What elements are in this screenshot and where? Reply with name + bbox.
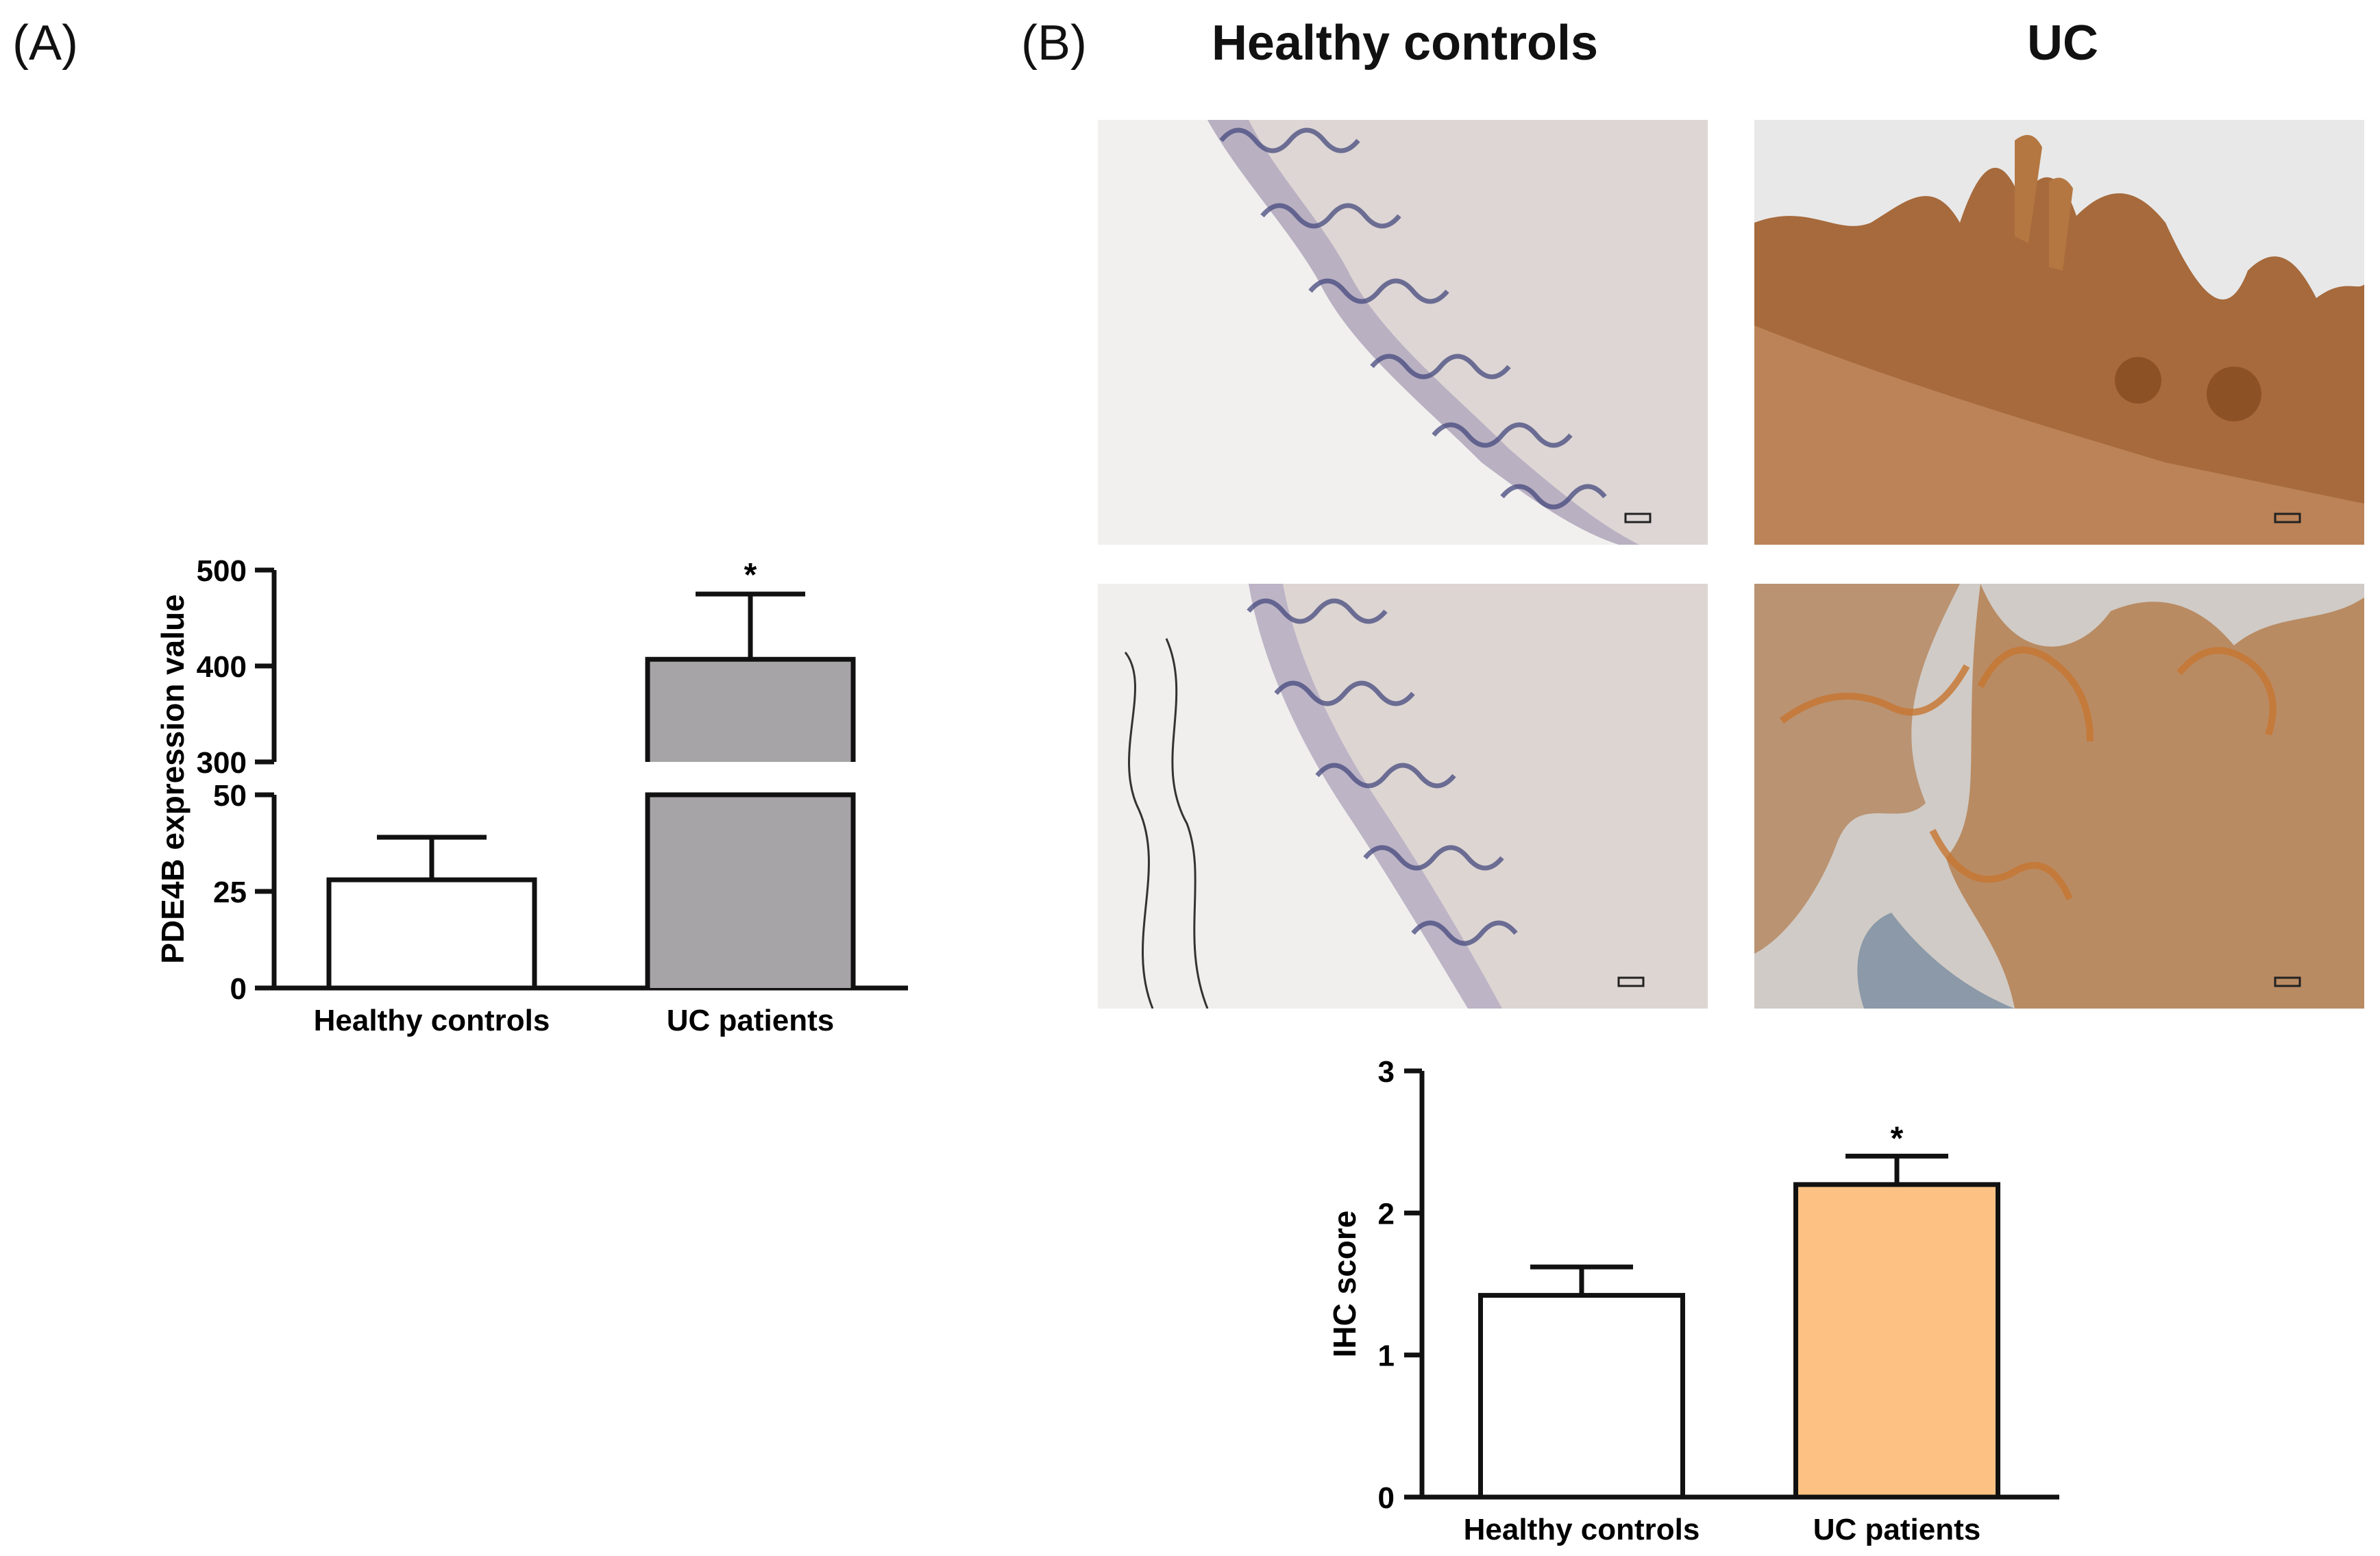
y-axis-label: IHC score — [1327, 1211, 1362, 1358]
y-tick-label: 400 — [197, 650, 247, 684]
column-title-healthy: Healthy controls — [1211, 16, 1599, 71]
bar-upper-segment — [645, 656, 856, 762]
panel-b-label: (B) — [1021, 16, 1087, 71]
x-tick-label: Healthy controls — [1464, 1513, 1700, 1546]
micrograph-uc-1 — [1754, 120, 2364, 545]
y-tick-label: 0 — [230, 972, 247, 1006]
y-tick-label: 0 — [1378, 1481, 1395, 1515]
y-axis-label: PDE4B expression value — [155, 594, 191, 963]
y-tick-label: 2 — [1378, 1197, 1395, 1231]
panel-a-label: (A) — [12, 16, 78, 71]
micrograph-healthy-1 — [1098, 120, 1708, 545]
y-tick-label: 3 — [1378, 1055, 1395, 1089]
column-title-uc: UC — [2027, 16, 2098, 71]
bar — [1793, 1182, 2000, 1500]
x-tick-label: UC patients — [667, 1004, 834, 1037]
y-tick-label: 50 — [213, 779, 247, 813]
y-tick-label: 300 — [197, 746, 247, 780]
y-tick-label: 1 — [1378, 1339, 1395, 1373]
micrograph-uc-2 — [1754, 584, 2364, 1009]
x-tick-label: UC patients — [1813, 1513, 1980, 1546]
significance-marker: * — [1891, 1120, 1904, 1157]
y-tick-label: 25 — [213, 876, 247, 909]
y-tick-label: 500 — [197, 554, 247, 588]
bar — [1478, 1293, 1685, 1500]
ihc-score-chart: 0 1 2 3 IHC score Healthy controls * UC patient… — [1327, 1055, 2059, 1546]
x-tick-label: Healthy controls — [314, 1004, 550, 1037]
bar — [645, 792, 856, 988]
bar — [326, 877, 537, 991]
significance-marker: * — [744, 557, 757, 593]
micrograph-healthy-2 — [1098, 584, 1708, 1009]
